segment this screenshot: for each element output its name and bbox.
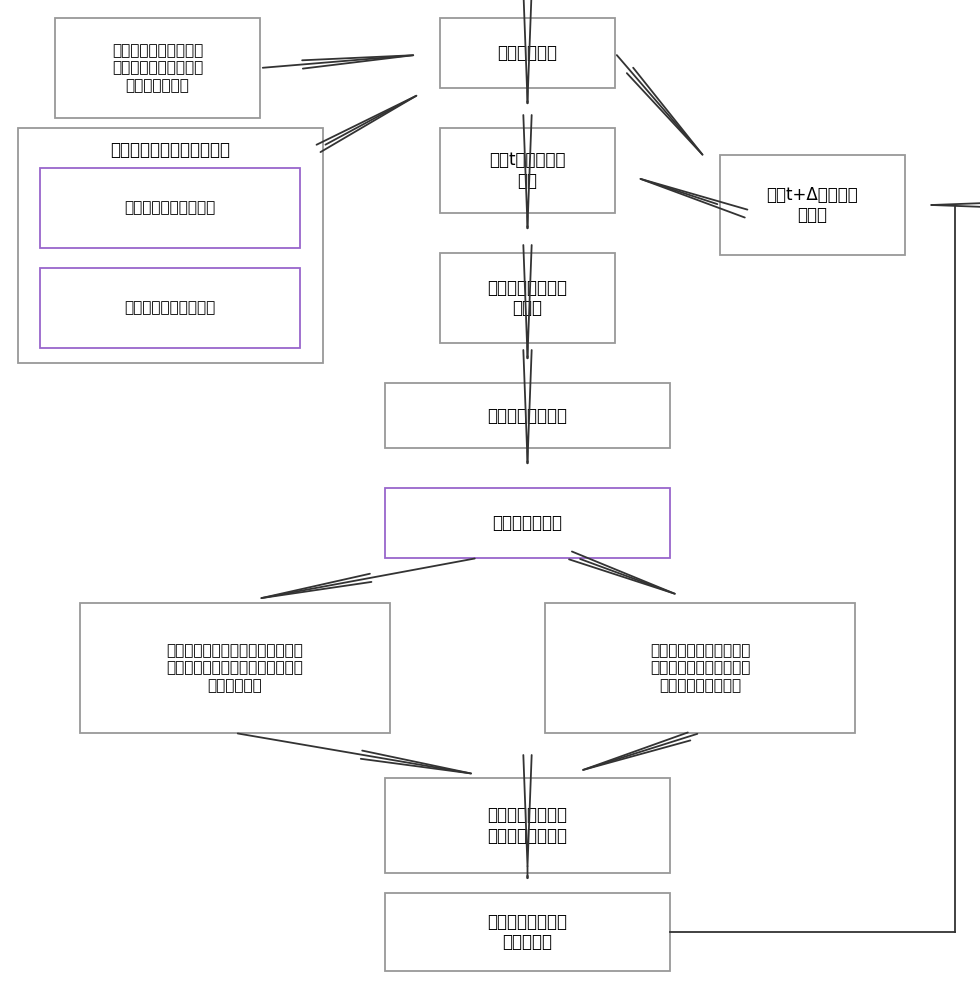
Bar — [440, 18, 615, 88]
Bar — [55, 18, 260, 118]
Bar — [440, 253, 615, 343]
Text: 求解数学模型并输
出计算结果: 求解数学模型并输 出计算结果 — [487, 912, 567, 952]
Bar — [80, 603, 390, 733]
Text: 节点存储至数组: 节点存储至数组 — [493, 514, 563, 532]
Text: 牵引计算给出采样时刻
的上、下行机车数量，
位置及对应功率: 牵引计算给出采样时刻 的上、下行机车数量， 位置及对应功率 — [112, 43, 203, 93]
Text: 生成数据文件: 生成数据文件 — [498, 44, 558, 62]
Bar — [440, 128, 615, 213]
Bar — [385, 893, 670, 971]
Text: 整流牵引变电所参数：: 整流牵引变电所参数： — [124, 201, 216, 216]
Bar — [385, 778, 670, 873]
Bar — [545, 603, 855, 733]
Bar — [385, 488, 670, 558]
Bar — [40, 268, 300, 348]
Text: 机车两端节点排序: 机车两端节点排序 — [487, 407, 567, 425]
Text: 由节点数组元素编号、类
型和等效电流源参数自动
生成节点电流列向量: 由节点数组元素编号、类 型和等效电流源参数自动 生成节点电流列向量 — [650, 643, 750, 692]
Text: 牵引变电所两端节
点排序: 牵引变电所两端节 点排序 — [487, 279, 567, 317]
Text: 直流牵引供电系统输入参数: 直流牵引供电系统输入参数 — [111, 141, 230, 159]
Bar — [720, 155, 905, 255]
Text: 读入t时刻的数据
文件: 读入t时刻的数据 文件 — [489, 151, 565, 190]
Bar — [18, 128, 323, 363]
Text: 直流牵引网线路参数：: 直流牵引网线路参数： — [124, 300, 216, 315]
Bar — [40, 168, 300, 248]
Bar — [385, 383, 670, 448]
Text: 自动生成直流牵引
供电系统数学模型: 自动生成直流牵引 供电系统数学模型 — [487, 806, 567, 845]
Text: 读入t+Δ时刻的数
据文件: 读入t+Δ时刻的数 据文件 — [766, 185, 858, 225]
Text: 由节点数组元素在数组的位置排列
、类型和牵引网线路参数自动生成
节点导纳矩阵: 由节点数组元素在数组的位置排列 、类型和牵引网线路参数自动生成 节点导纳矩阵 — [167, 643, 304, 692]
